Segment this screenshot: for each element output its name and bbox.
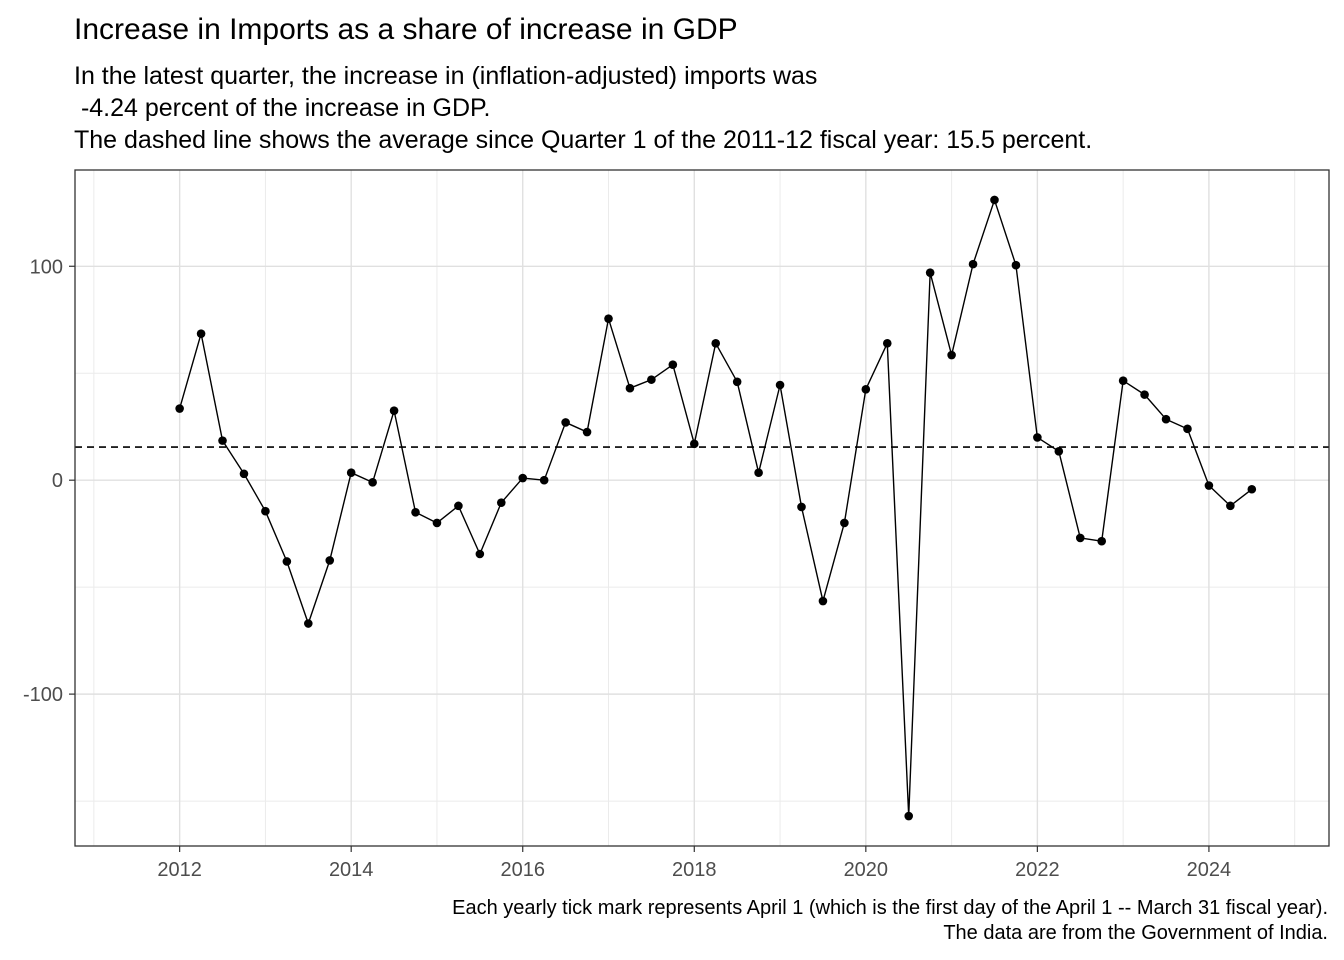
data-point [840,518,849,528]
data-point [647,375,656,384]
data-point [1183,424,1192,434]
caption-line-1: Each yearly tick mark represents April 1… [452,897,1328,919]
data-point [196,329,206,338]
data-point [1097,536,1107,546]
chart-title: Increase in Imports as a share of increa… [74,13,738,46]
data-point [1140,390,1149,399]
data-point [947,350,956,360]
data-point [454,501,463,511]
data-point [261,506,270,516]
series-line [178,199,1253,817]
y-axis: -100 0 100 [23,256,75,706]
data-point [797,502,806,512]
data-point [689,439,699,449]
data-point [861,384,871,394]
data-point [411,507,420,517]
data-point [389,406,399,415]
x-tick-label: 2022 [1015,859,1060,881]
data-point [775,380,785,390]
x-tick-label: 2012 [157,859,202,881]
x-tick-label: 2020 [844,859,889,881]
data-point [732,377,742,387]
data-point [1204,481,1214,490]
data-point [668,360,678,369]
data-point [604,314,613,323]
data-point [818,596,828,606]
data-point [754,468,763,478]
subtitle-line-2: -4.24 percent of the increase in GDP. [74,94,491,122]
caption-line-2: The data are from the Government of Indi… [943,922,1328,944]
data-point [711,338,721,348]
data-point [496,498,506,507]
data-point [1054,447,1064,456]
x-axis: 2012 2014 2016 2018 2020 2022 2024 [157,846,1231,881]
series-line-layer [178,199,1253,817]
x-tick-label: 2016 [500,859,545,881]
y-tick-label: 100 [30,256,63,278]
major-gridlines [75,170,1329,846]
subtitle-line-1: In the latest quarter, the increase in (… [74,62,818,90]
x-tick-label: 2024 [1187,859,1232,881]
data-point [968,259,978,269]
data-point [282,557,292,566]
data-point [175,404,184,413]
data-point [882,338,892,348]
data-point [1247,484,1257,494]
data-point [325,556,335,565]
data-point [582,427,592,437]
data-point [1033,433,1042,442]
x-tick-label: 2014 [329,859,374,881]
data-point [625,383,635,393]
chart-subtitle: In the latest quarter, the increase in (… [74,60,1092,156]
data-point [925,268,935,277]
data-point [1118,376,1128,386]
subtitle-line-3: The dashed line shows the average since … [74,126,1093,154]
chart-caption: Each yearly tick mark represents April 1… [452,896,1328,946]
data-point [1011,260,1021,270]
data-point [218,436,227,445]
data-point [368,478,377,487]
data-point [539,475,549,485]
data-point [346,468,356,478]
data-point [1161,414,1171,424]
data-point [1075,533,1085,543]
data-point [1226,501,1235,511]
plot-panel-border [74,169,1330,847]
data-point [304,619,313,628]
data-point [990,195,999,205]
x-tick-label: 2018 [672,859,717,881]
data-point [475,549,485,559]
data-point [561,418,570,427]
y-tick-label: -100 [23,684,63,706]
data-point [904,811,914,821]
series-points-layer [175,195,1257,821]
data-point [518,473,528,483]
y-tick-label: 0 [52,470,63,492]
data-point [432,518,442,528]
data-point [239,469,249,479]
